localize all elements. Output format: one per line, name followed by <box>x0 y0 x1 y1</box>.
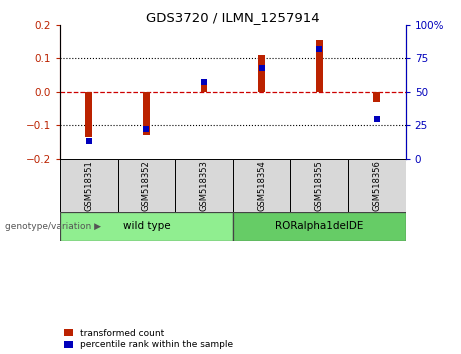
Bar <box>258 55 265 92</box>
Point <box>315 46 323 52</box>
Point <box>200 80 207 85</box>
Point <box>85 138 92 144</box>
Text: GSM518356: GSM518356 <box>372 160 381 211</box>
Bar <box>233 159 290 212</box>
Text: RORalpha1delDE: RORalpha1delDE <box>275 222 363 232</box>
Bar <box>290 159 348 212</box>
Bar <box>201 84 207 92</box>
Text: genotype/variation ▶: genotype/variation ▶ <box>5 222 100 231</box>
Text: GSM518354: GSM518354 <box>257 160 266 211</box>
Bar <box>118 159 175 212</box>
Text: GSM518355: GSM518355 <box>315 160 324 211</box>
Bar <box>60 212 233 241</box>
Text: GSM518353: GSM518353 <box>200 160 208 211</box>
Bar <box>60 159 118 212</box>
Point <box>142 126 150 132</box>
Title: GDS3720 / ILMN_1257914: GDS3720 / ILMN_1257914 <box>146 11 319 24</box>
Text: GSM518352: GSM518352 <box>142 160 151 211</box>
Bar <box>175 159 233 212</box>
Bar <box>143 92 150 135</box>
Bar <box>348 159 406 212</box>
Bar <box>373 92 380 102</box>
Bar <box>233 212 406 241</box>
Text: GSM518351: GSM518351 <box>84 160 93 211</box>
Legend: transformed count, percentile rank within the sample: transformed count, percentile rank withi… <box>65 329 233 349</box>
Bar <box>85 92 92 137</box>
Text: wild type: wild type <box>123 222 170 232</box>
Point <box>373 116 381 121</box>
Bar <box>316 40 323 92</box>
Point <box>258 65 266 70</box>
